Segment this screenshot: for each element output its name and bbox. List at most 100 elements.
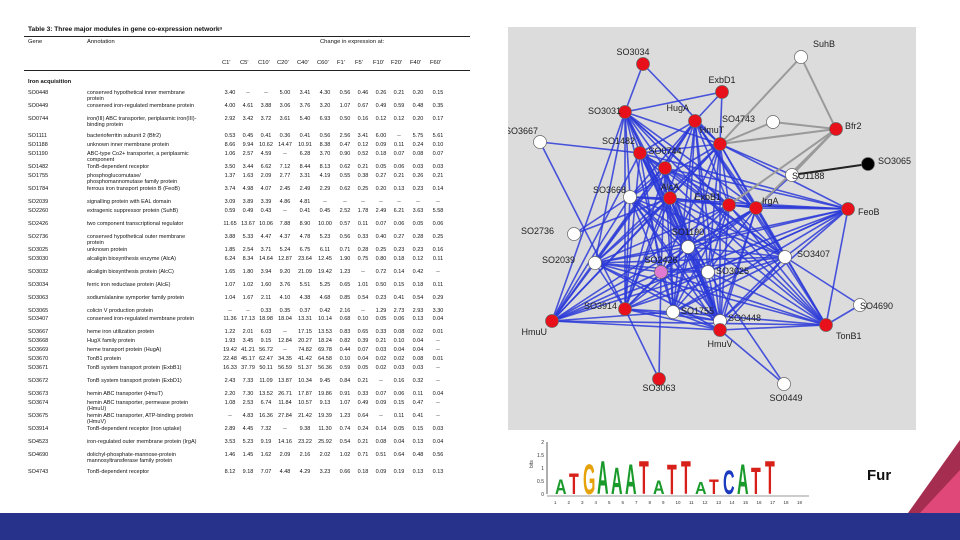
value-cell: 0.33 <box>260 307 272 314</box>
value-cell: 12.87 <box>278 255 292 262</box>
value-cell: 6.03 <box>260 329 272 336</box>
annotation-cell: extragenic suppressor protein (SuhB) <box>87 207 179 214</box>
value-cell: 0.82 <box>339 338 351 345</box>
value-cell: 4.47 <box>260 233 272 240</box>
value-cell: 0.49 <box>242 207 254 214</box>
value-cell: 19.86 <box>318 391 332 397</box>
annotation-cell: conserved hypothetical inner membrane pr… <box>87 90 185 102</box>
network-edge <box>660 271 674 313</box>
value-cell: 56.59 <box>278 365 292 371</box>
value-cell: 0.26 <box>412 172 424 179</box>
value-cell: 0.39 <box>357 338 369 345</box>
value-cell: 1.02 <box>339 451 351 458</box>
value-cell: 4.37 <box>279 233 291 240</box>
value-cell: 7.88 <box>279 220 291 227</box>
value-cell: 18.98 <box>259 316 273 323</box>
gene-cell: SO3674 <box>28 399 49 406</box>
value-cell: 1.37 <box>224 172 236 179</box>
value-cell: 27.84 <box>278 412 292 419</box>
annotation-cell: alcaligin biosynthesis enzyme (AlcA) <box>87 255 176 262</box>
value-cell: 4.29 <box>299 468 311 475</box>
value-cell: 0.12 <box>375 116 387 122</box>
value-cell: 2.20 <box>224 391 236 397</box>
network-edge <box>639 152 849 210</box>
logo-letter: T <box>639 453 649 505</box>
value-cell: 23.64 <box>298 255 312 262</box>
gene-cell: SO3032 <box>28 268 49 275</box>
network-edge <box>551 111 626 322</box>
gene-cell: SO3407 <box>28 316 49 323</box>
value-cell: 2.57 <box>242 150 254 157</box>
node-label: SO0449 <box>769 393 802 403</box>
value-cell: 0.14 <box>393 268 405 275</box>
network-edge <box>660 167 666 273</box>
time-col-header: C40' <box>297 60 309 66</box>
value-cell: 0.23 <box>393 246 405 253</box>
value-cell: 0.64 <box>357 412 369 419</box>
logo-letter: T <box>681 453 691 505</box>
network-node <box>658 161 672 175</box>
value-cell: -- <box>436 268 440 275</box>
value-cell: 0.56 <box>339 233 351 240</box>
network-edge <box>719 56 802 145</box>
value-cell: 19.42 <box>223 347 237 354</box>
network-edge <box>694 120 827 326</box>
gene-cell: SO1188 <box>28 141 48 148</box>
network-edge <box>672 311 721 331</box>
value-cell: 0.10 <box>393 338 405 345</box>
value-cell: 0.62 <box>339 163 351 170</box>
value-cell: 0.14 <box>432 185 444 192</box>
value-cell: 0.59 <box>224 207 236 214</box>
value-cell: 4.38 <box>299 294 311 301</box>
value-cell: 0.62 <box>339 185 351 192</box>
node-label: SO1482 <box>602 136 635 146</box>
value-cell: 0.07 <box>432 150 444 157</box>
value-cell: 0.16 <box>393 378 405 384</box>
network-edge <box>719 256 786 322</box>
value-cell: 2.49 <box>375 207 387 214</box>
annotation-cell: iron-regulated outer membrane protein (I… <box>87 438 197 445</box>
value-cell: 6.75 <box>299 246 311 253</box>
gene-cell: SO1784 <box>28 185 49 192</box>
gene-cell: SO3671 <box>28 365 49 371</box>
value-cell: 3.42 <box>242 116 254 122</box>
value-cell: 0.75 <box>357 255 369 262</box>
node-label: SO2039 <box>542 255 575 265</box>
value-cell: 64.58 <box>318 356 332 363</box>
value-cell: 0.74 <box>339 425 351 432</box>
value-cell: 0.10 <box>432 141 444 148</box>
annotation-cell: unknown inner membrane protein <box>87 141 169 148</box>
value-cell: 3.61 <box>279 116 291 122</box>
value-cell: 0.28 <box>412 233 424 240</box>
node-label: SO3065 <box>878 156 911 166</box>
value-cell: 0.56 <box>339 90 351 96</box>
gene-cell: SO3034 <box>28 281 49 288</box>
value-cell: 0.45 <box>242 133 254 139</box>
value-cell: 2.54 <box>242 246 254 253</box>
value-cell: 0.04 <box>357 356 369 363</box>
annotation-cell: ferric iron reductase protein (AlcE) <box>87 281 171 288</box>
logo-letter: A <box>625 456 637 504</box>
value-cell: 4.07 <box>260 185 272 192</box>
gene-cell: SO3914 <box>28 425 49 432</box>
value-cell: 0.13 <box>412 316 424 323</box>
value-cell: -- <box>343 198 347 205</box>
annotation-cell: colicin V production protein <box>87 307 154 314</box>
gene-cell: SO3670 <box>28 356 49 363</box>
value-cell: 2.16 <box>299 451 311 458</box>
value-cell: 3.50 <box>224 163 236 170</box>
value-cell: 3.41 <box>357 133 369 139</box>
value-cell: 0.04 <box>393 438 405 445</box>
value-cell: 0.68 <box>339 316 351 323</box>
network-edge <box>629 120 696 198</box>
value-cell: 8.44 <box>299 163 311 170</box>
value-cell: 0.09 <box>375 468 387 475</box>
value-cell: 0.21 <box>357 163 369 170</box>
value-cell: 11.30 <box>318 425 332 432</box>
network-edge <box>594 208 849 264</box>
value-cell: 0.15 <box>412 425 424 432</box>
network-edge <box>825 208 849 326</box>
value-cell: 0.29 <box>432 294 444 301</box>
value-cell: 1.78 <box>357 207 369 214</box>
annotation-cell: iron(III) ABC transporter, periplasmic i… <box>87 116 197 128</box>
